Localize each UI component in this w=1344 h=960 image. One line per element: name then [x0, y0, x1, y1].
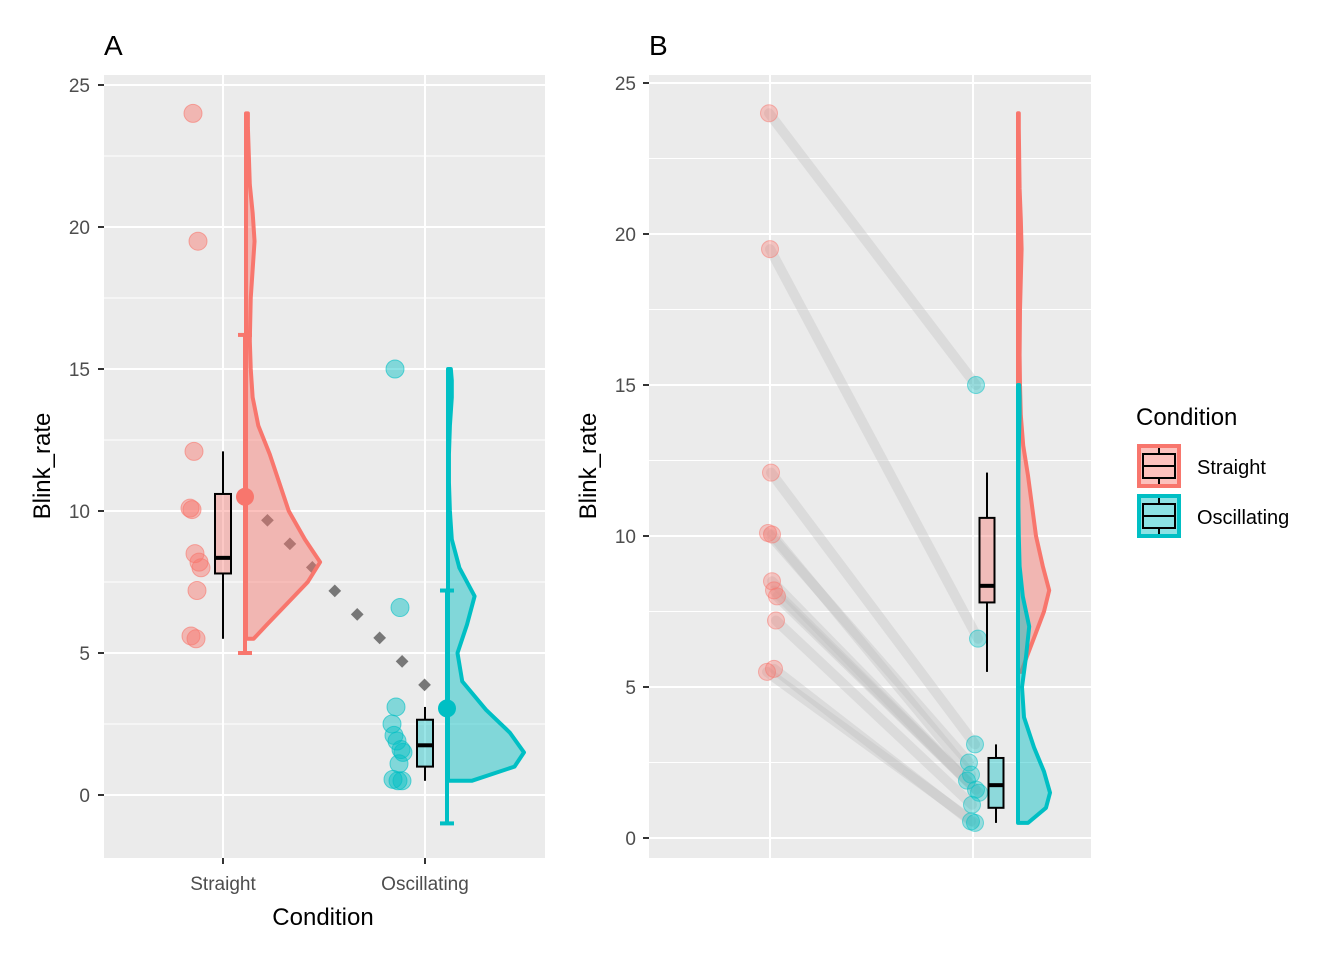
data-point: [183, 103, 203, 123]
panel-b-y-axis-title: Blink_rate: [575, 413, 602, 520]
pair-connector-line: [771, 615, 977, 810]
legend-label: Straight: [1197, 457, 1266, 479]
box-body: [416, 718, 434, 768]
pair-connector-line: [766, 467, 980, 750]
data-point: [188, 231, 208, 251]
data-point: [187, 581, 207, 601]
half-violin: [446, 367, 526, 783]
y-tick-label: 25: [69, 76, 90, 97]
panel-b-marks: [758, 104, 1052, 832]
y-tick-label: 10: [615, 527, 636, 548]
data-point: [181, 626, 201, 646]
panel-a-x-ticks: Straight Oscillating: [190, 858, 469, 895]
y-tick-label: 10: [69, 502, 90, 523]
panel-b-tag: B: [649, 30, 668, 61]
data-point-straight: [768, 587, 786, 606]
legend-items: Straight Oscillating: [1137, 444, 1289, 538]
panel-a-background: [104, 75, 545, 858]
data-point: [388, 771, 408, 791]
y-tick-label: 20: [615, 225, 636, 246]
panel-a-x-axis-title: Condition: [272, 904, 373, 931]
panel-a-tag: A: [104, 30, 123, 61]
legend-title: Condition: [1136, 404, 1237, 431]
data-point: [385, 359, 405, 379]
data-point: [393, 742, 413, 762]
data-point: [191, 558, 211, 578]
pair-connector-line: [764, 108, 981, 390]
data-point: [390, 598, 410, 618]
data-point: [182, 500, 202, 520]
data-point-straight: [762, 463, 780, 482]
legend: Condition Straight Oscillating: [1136, 404, 1289, 538]
half-violin: [244, 111, 323, 641]
y-tick-label: 5: [625, 678, 636, 699]
data-point-oscillating: [958, 771, 976, 790]
mean-point: [236, 487, 254, 506]
x-tick-label: Straight: [190, 874, 256, 895]
half-violin: [1016, 383, 1052, 825]
data-point-straight: [760, 104, 778, 123]
pair-connector-line: [762, 666, 980, 828]
panel-a-y-axis-title: Blink_rate: [29, 413, 56, 520]
data-point-oscillating: [966, 813, 984, 832]
legend-label: Oscillating: [1197, 507, 1289, 529]
panel-a-marks: [180, 103, 526, 826]
box-body: [214, 492, 232, 575]
y-tick-label: 20: [69, 218, 90, 239]
pair-connector-line: [772, 591, 984, 798]
data-point-oscillating: [969, 629, 987, 648]
y-tick-label: 15: [69, 360, 90, 381]
box-body: [987, 756, 1005, 809]
panel-a: 0 5 10 15 20 25 Straight Oscillating A Conditi…: [29, 30, 545, 931]
data-point: [386, 697, 406, 717]
panel-a-y-ticks: 0 5 10 15 20 25: [69, 76, 104, 807]
data-point-oscillating: [967, 376, 985, 394]
panel-b-y-ticks: 0 5 10 15 20 25: [615, 74, 649, 850]
mean-point: [438, 699, 456, 718]
y-tick-label: 0: [625, 829, 636, 850]
data-point-straight: [761, 240, 779, 259]
data-point-oscillating: [967, 780, 985, 799]
data-point-oscillating: [966, 735, 984, 754]
y-tick-label: 5: [79, 644, 90, 665]
data-point: [186, 629, 206, 649]
pair-connector-line: [769, 585, 981, 795]
half-violin: [1016, 111, 1052, 674]
y-tick-label: 0: [79, 786, 90, 807]
data-point: [184, 441, 204, 461]
pair-connector-line: [765, 244, 983, 644]
data-point-straight: [767, 611, 785, 630]
pair-connector-line: [769, 663, 976, 827]
data-point: [391, 740, 411, 760]
y-tick-label: 15: [615, 376, 636, 397]
panel-a-grid: [104, 75, 545, 858]
panel-b: 0 5 10 15 20 25 B Blink_rate: [575, 30, 1091, 858]
data-point: [392, 771, 412, 791]
pair-connector-line: [763, 527, 974, 768]
data-point-oscillating: [963, 795, 981, 814]
pair-connector-line: [767, 529, 976, 780]
x-tick-label: Oscillating: [381, 874, 469, 895]
box-body: [978, 516, 996, 604]
y-tick-label: 25: [615, 74, 636, 95]
data-point-straight: [763, 525, 781, 544]
pair-connector-line: [767, 576, 972, 786]
data-point-straight: [758, 662, 776, 681]
